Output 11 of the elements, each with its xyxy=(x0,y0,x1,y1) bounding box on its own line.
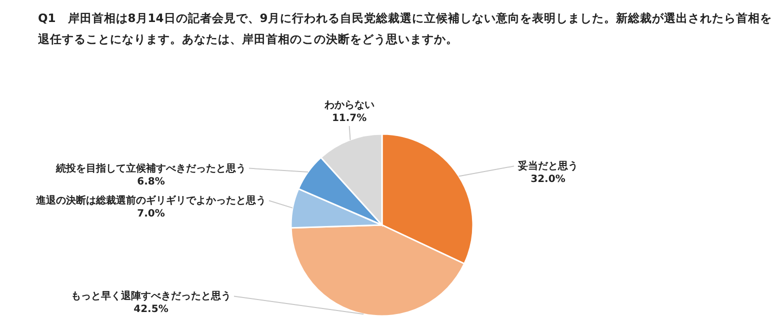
data-label: 32.0% xyxy=(530,174,566,186)
data-label: 6.8% xyxy=(137,176,165,188)
slice-label: 進退の決断は総裁選前のギリギリでよかったと思う xyxy=(35,194,266,207)
data-label: 42.5% xyxy=(134,304,168,316)
data-label: 7.0% xyxy=(137,208,165,220)
data-label: 11.7% xyxy=(332,113,367,124)
slice-label: わからない xyxy=(323,100,374,111)
chart-title: Q1 岸田首相は8月14日の記者会見で、9月に行われる自民党総裁選に立候補しない意向を表明しました。新総裁が選出されたら首相を退任することになります。あなたは、岸田首相のこの決断をどう思いますか。 xyxy=(37,11,772,46)
slice-label: 妥当だと思う xyxy=(517,160,578,172)
slice-label: もっと早く退陣すべきだったと思う xyxy=(71,290,231,302)
slice-label: 続投を目指して立候補すべきだったと思う xyxy=(55,162,246,174)
